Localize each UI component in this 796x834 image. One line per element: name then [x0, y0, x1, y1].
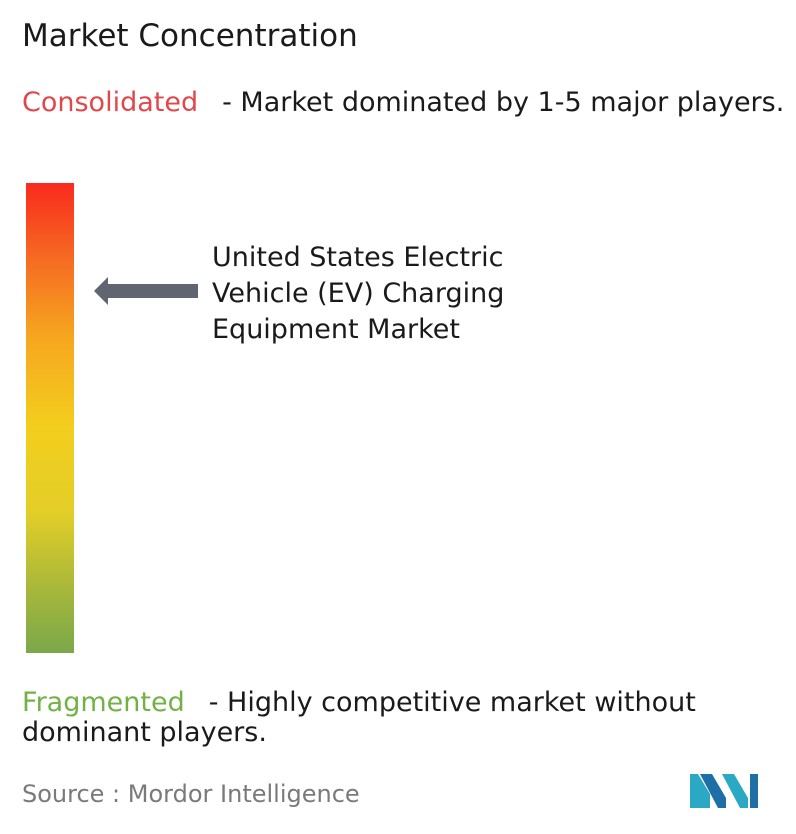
concentration-gradient-bar	[26, 183, 74, 653]
logo-shape-left	[690, 774, 710, 808]
consolidated-description: Consolidated - Market dominated by 1-5 ma…	[22, 88, 792, 118]
logo-shape-mid	[700, 774, 726, 808]
source-text: Source : Mordor Intelligence	[22, 780, 360, 808]
arrow-shape	[94, 277, 198, 306]
mordor-intelligence-logo	[690, 774, 758, 808]
market-position-arrow	[94, 277, 198, 306]
logo-shape-right	[722, 774, 748, 808]
market-label: United States Electric Vehicle (EV) Char…	[212, 242, 505, 345]
fragmented-description: Fragmented - Highly competitive market wi…	[22, 688, 792, 748]
logo-shape-bar	[750, 774, 758, 808]
fragmented-text: - Highly competitive market without domi…	[22, 687, 696, 748]
consolidated-text: - Market dominated by 1-5 major players.	[222, 87, 785, 118]
fragmented-label: Fragmented	[22, 687, 185, 718]
chart-title: Market Concentration	[22, 18, 358, 54]
consolidated-label: Consolidated	[22, 87, 199, 118]
